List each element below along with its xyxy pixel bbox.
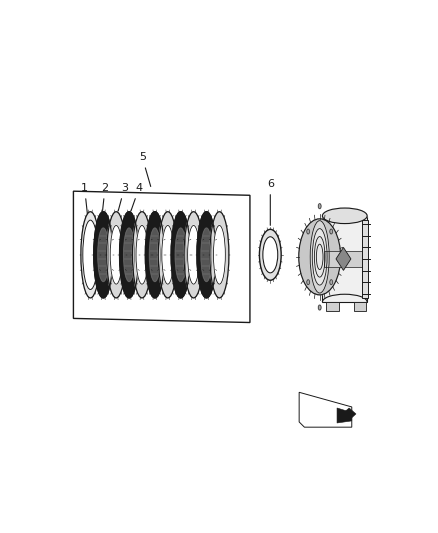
Ellipse shape bbox=[83, 220, 98, 289]
Ellipse shape bbox=[158, 212, 177, 298]
Polygon shape bbox=[337, 408, 352, 423]
Ellipse shape bbox=[330, 229, 332, 234]
Ellipse shape bbox=[162, 225, 174, 284]
Ellipse shape bbox=[94, 212, 113, 298]
Ellipse shape bbox=[136, 225, 148, 284]
Text: 1: 1 bbox=[81, 183, 88, 214]
Text: 2: 2 bbox=[102, 183, 109, 211]
Ellipse shape bbox=[81, 212, 100, 298]
Ellipse shape bbox=[175, 228, 186, 281]
Ellipse shape bbox=[107, 212, 126, 298]
Ellipse shape bbox=[98, 228, 109, 281]
Ellipse shape bbox=[307, 280, 310, 285]
Ellipse shape bbox=[307, 229, 310, 234]
Ellipse shape bbox=[120, 212, 138, 298]
Ellipse shape bbox=[330, 280, 332, 285]
Ellipse shape bbox=[299, 219, 341, 295]
Ellipse shape bbox=[310, 221, 329, 293]
Ellipse shape bbox=[197, 212, 216, 298]
Ellipse shape bbox=[110, 225, 122, 284]
Ellipse shape bbox=[318, 204, 321, 208]
Ellipse shape bbox=[210, 212, 229, 298]
Text: 5: 5 bbox=[139, 152, 151, 187]
Bar bbox=[353, 302, 367, 311]
Ellipse shape bbox=[132, 212, 152, 298]
Ellipse shape bbox=[259, 229, 281, 280]
Ellipse shape bbox=[312, 229, 327, 285]
Polygon shape bbox=[336, 247, 351, 270]
Ellipse shape bbox=[149, 228, 160, 281]
Ellipse shape bbox=[124, 228, 134, 281]
Bar bbox=[322, 216, 367, 302]
Bar bbox=[362, 220, 368, 298]
Ellipse shape bbox=[318, 305, 321, 310]
Ellipse shape bbox=[145, 212, 164, 298]
Ellipse shape bbox=[201, 228, 212, 281]
Ellipse shape bbox=[187, 225, 200, 284]
Ellipse shape bbox=[213, 225, 226, 284]
Ellipse shape bbox=[171, 212, 190, 298]
Ellipse shape bbox=[322, 208, 367, 223]
Text: 4: 4 bbox=[131, 183, 142, 211]
Bar bbox=[326, 302, 339, 311]
Text: 3: 3 bbox=[118, 183, 128, 211]
Ellipse shape bbox=[314, 237, 325, 277]
Ellipse shape bbox=[184, 212, 203, 298]
Ellipse shape bbox=[316, 244, 323, 270]
Bar bbox=[324, 251, 365, 267]
Ellipse shape bbox=[263, 237, 278, 273]
Polygon shape bbox=[343, 408, 356, 420]
Text: 6: 6 bbox=[267, 179, 274, 225]
